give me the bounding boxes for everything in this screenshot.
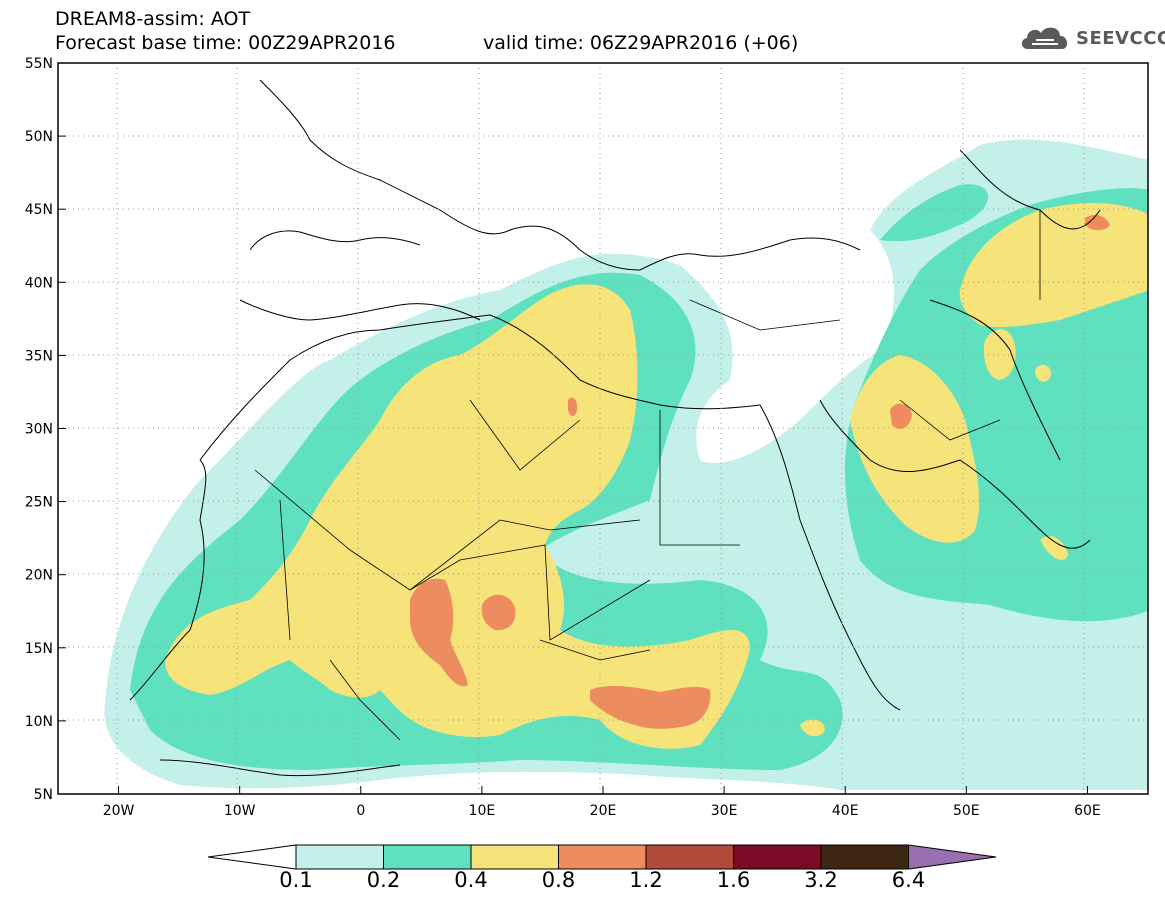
colorbar-label: 0.8 (541, 868, 576, 892)
lat-tick-label: 10N (25, 714, 53, 730)
colorbar-bin-4 (558, 844, 647, 870)
lat-tick-label: 5N (34, 787, 53, 803)
logo-text: SEEVCCC (1076, 27, 1165, 49)
lat-tick-label: 45N (25, 202, 53, 218)
lon-tick-label: 60E (1074, 803, 1101, 819)
lon-tick-label: 50E (953, 803, 980, 819)
colorbar-bin-5 (645, 844, 734, 870)
colorbar-over-arrow (908, 844, 997, 870)
graticule (58, 63, 1148, 794)
lon-tick-label: 20W (103, 803, 135, 819)
lat-tick-label: 20N (25, 568, 53, 584)
lon-tick-label: 0 (356, 803, 365, 819)
lat-tick-label: 40N (25, 275, 53, 291)
lon-tick-label: 10E (469, 803, 496, 819)
lat-tick-label: 25N (25, 495, 53, 511)
latitude-labels: 5N 10N 15N 20N 25N 30N 35N 40N 45N 50N 55N (25, 56, 66, 803)
valid-time: valid time: 06Z29APR2016 (+06) (483, 32, 799, 54)
country-borders (254, 210, 1041, 741)
cloud-icon (1021, 27, 1068, 49)
colorbar-label: 3.2 (804, 868, 838, 892)
colorbar-label: 6.4 (891, 868, 926, 892)
colorbar-label: 0.1 (279, 868, 313, 892)
seevccc-logo: SEEVCCC (1018, 23, 1165, 53)
colorbar-label: 0.4 (454, 868, 488, 892)
colorbar-bin-6 (733, 844, 822, 870)
colorbar-bin-1 (295, 844, 384, 870)
lon-tick-label: 40E (832, 803, 859, 819)
longitude-labels: 20W 10W 0 10E 20E 30E 40E 50E 60E (103, 786, 1101, 819)
lon-tick-label: 20E (590, 803, 617, 819)
colorbar-label: 1.6 (716, 868, 751, 892)
forecast-base-time: Forecast base time: 00Z29APR2016 (55, 32, 396, 54)
lon-tick-label: 10W (224, 803, 256, 819)
colorbar-label: 1.2 (629, 868, 663, 892)
colorbar-bin-3 (470, 844, 559, 870)
aot-field (104, 139, 1148, 790)
lon-tick-label: 30E (711, 803, 738, 819)
map-title: DREAM8-assim: AOT (55, 8, 251, 30)
colorbar-bin-2 (383, 844, 472, 870)
coastlines (129, 79, 1101, 777)
colorbar-label: 0.2 (366, 868, 401, 892)
colorbar-bin-7 (820, 844, 909, 870)
lat-tick-label: 15N (25, 641, 53, 657)
lat-tick-label: 50N (25, 129, 53, 145)
colorbar-under-arrow (207, 844, 297, 870)
colorbar (207, 844, 997, 870)
lat-tick-label: 35N (25, 348, 53, 364)
lat-tick-label: 55N (25, 56, 53, 72)
lat-tick-label: 30N (25, 422, 53, 438)
